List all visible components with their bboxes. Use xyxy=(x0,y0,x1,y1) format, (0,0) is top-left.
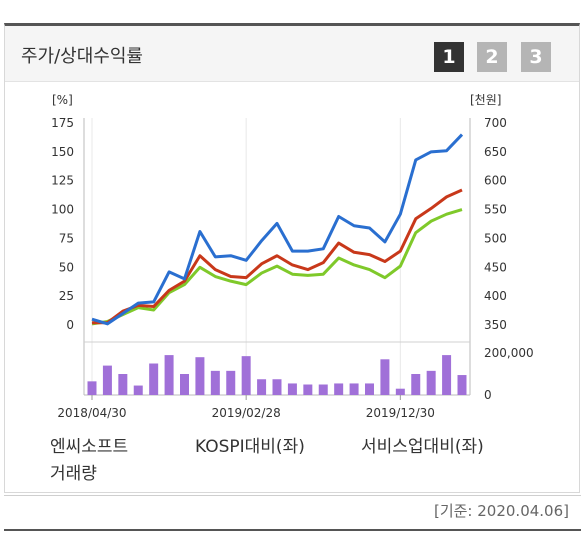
volume-bar xyxy=(442,355,452,395)
volume-bar xyxy=(457,375,467,395)
right-tick-label: 350 xyxy=(484,318,507,332)
volume-bar xyxy=(257,379,267,395)
volume-tick-label: 200,000 xyxy=(484,346,534,360)
right-tick-label: 550 xyxy=(484,203,507,217)
legend-label-ncsoft: 엔씨소프트 xyxy=(50,437,129,457)
left-tick-label: 25 xyxy=(59,289,74,303)
base-date: [기준: 2020.04.06] xyxy=(433,502,569,520)
volume-bar xyxy=(395,388,405,395)
legend-item-service: 서비스업대비(좌) xyxy=(361,432,484,457)
right-tick-label: 500 xyxy=(484,231,507,245)
volume-bar xyxy=(164,355,174,395)
volume-bar xyxy=(87,381,97,395)
tab-1[interactable]: 1 xyxy=(434,42,464,72)
volume-bar xyxy=(318,384,328,395)
volume-bar xyxy=(226,370,236,395)
left-tick-label: 150 xyxy=(51,145,74,159)
series-line-0 xyxy=(91,133,464,326)
volume-bar xyxy=(303,384,313,395)
volume-bar xyxy=(133,385,143,395)
volume-bar xyxy=(118,374,128,395)
footer-divider xyxy=(4,495,581,496)
left-tick-label: 100 xyxy=(51,203,74,217)
left-tick-label: 75 xyxy=(59,231,74,245)
right-tick-label: 650 xyxy=(484,145,507,159)
panel-header: 주가/상대수익률 1 2 3 xyxy=(5,26,579,82)
left-tick-label: 125 xyxy=(51,174,74,188)
volume-bar xyxy=(334,383,344,395)
volume-bar xyxy=(426,370,436,395)
volume-bar xyxy=(180,374,189,395)
tab-2[interactable]: 2 xyxy=(477,42,507,72)
x-tick-label: 2019/02/28 xyxy=(212,406,281,420)
chart-panel: 주가/상대수익률 1 2 3 xyxy=(4,23,580,493)
series-line-1 xyxy=(92,188,463,325)
volume-bar xyxy=(411,374,421,395)
legend-label-kospi: KOSPI대비(좌) xyxy=(195,437,305,457)
left-tick-label: 50 xyxy=(59,260,74,274)
bottom-border xyxy=(4,529,581,531)
legend-label-volume: 거래량 xyxy=(50,464,97,484)
volume-bar xyxy=(365,383,374,395)
volume-bar xyxy=(349,383,359,395)
legend-item-volume: 거래량 xyxy=(50,459,97,484)
legend-label-service: 서비스업대비(좌) xyxy=(361,437,484,457)
left-tick-label: 0 xyxy=(66,318,74,332)
volume-bar xyxy=(380,359,390,395)
volume-bar xyxy=(102,365,112,395)
right-tick-label: 600 xyxy=(484,174,507,188)
legend-item-ncsoft: 엔씨소프트 xyxy=(50,432,128,457)
right-tick-label: 400 xyxy=(484,289,507,303)
tab-3[interactable]: 3 xyxy=(521,42,551,72)
x-tick-label: 2019/12/30 xyxy=(366,406,435,420)
legend-item-kospi: KOSPI대비(좌) xyxy=(195,432,305,457)
volume-bar xyxy=(149,363,159,395)
left-tick-label: 175 xyxy=(51,116,74,130)
volume-bar xyxy=(287,383,297,395)
right-axis-label: [천원] xyxy=(470,92,501,107)
left-axis-label: [%] xyxy=(52,93,73,107)
volume-bar xyxy=(210,370,220,395)
volume-bar xyxy=(272,379,282,395)
right-tick-label: 700 xyxy=(484,116,507,130)
volume-bar xyxy=(195,357,205,395)
volume-bar xyxy=(241,356,251,395)
x-tick-label: 2018/04/30 xyxy=(57,406,126,420)
series-line-2 xyxy=(91,208,463,326)
right-tick-label: 450 xyxy=(484,260,507,274)
volume-tick-label: 0 xyxy=(484,388,492,402)
page-title: 주가/상대수익률 xyxy=(21,46,143,67)
